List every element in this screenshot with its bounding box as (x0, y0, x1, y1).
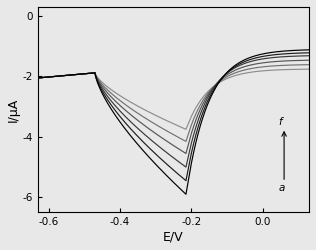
Text: f: f (279, 117, 283, 127)
X-axis label: E/V: E/V (163, 230, 184, 243)
Text: a: a (279, 183, 285, 193)
Y-axis label: I/μA: I/μA (7, 98, 20, 122)
